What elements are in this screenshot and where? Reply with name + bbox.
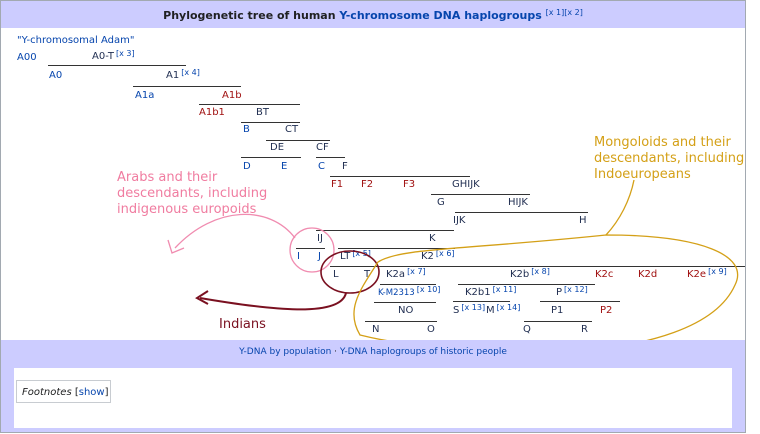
ref[interactable]: [x 11] bbox=[493, 285, 517, 294]
node-label[interactable]: G bbox=[437, 197, 445, 208]
node-label[interactable]: P bbox=[556, 287, 562, 298]
ref[interactable]: [x 4] bbox=[181, 68, 200, 77]
node-label[interactable]: T bbox=[363, 269, 371, 280]
ref[interactable]: [x 14] bbox=[497, 303, 521, 312]
bracket: ] bbox=[105, 387, 109, 398]
ref[interactable]: [x 3] bbox=[116, 49, 135, 58]
node-label[interactable]: D bbox=[243, 161, 251, 172]
annotation-line: descendants, including bbox=[594, 151, 744, 166]
node-label[interactable]: B bbox=[243, 124, 250, 135]
node-label[interactable]: LT bbox=[340, 251, 351, 262]
annotation-label: Indians bbox=[219, 317, 266, 332]
pink-arrow bbox=[174, 213, 296, 249]
footer-links: Y-DNA by population · Y-DNA haplogroups … bbox=[238, 347, 507, 357]
title: Phylogenetic tree of human Y-chromosome … bbox=[163, 8, 583, 22]
pink-circle bbox=[289, 227, 335, 273]
node-label[interactable]: L bbox=[333, 269, 339, 280]
ref[interactable]: [x 8] bbox=[531, 267, 550, 276]
node-label[interactable]: H bbox=[579, 215, 587, 226]
footer-link[interactable]: Y-DNA by population bbox=[238, 347, 331, 357]
node-label[interactable]: E bbox=[281, 161, 287, 172]
node-label[interactable]: A0 bbox=[49, 70, 62, 81]
gold-pointer bbox=[605, 179, 635, 236]
node-label[interactable]: S bbox=[453, 305, 459, 316]
node-label[interactable]: A00 bbox=[17, 52, 37, 63]
ref[interactable]: [x 7] bbox=[407, 267, 426, 276]
red-arrow bbox=[199, 292, 347, 311]
node-label[interactable]: C bbox=[318, 161, 325, 172]
node-label[interactable]: F2 bbox=[361, 179, 373, 190]
footnotes-area bbox=[14, 368, 732, 428]
tree-lines bbox=[48, 65, 745, 322]
node-label[interactable]: M bbox=[486, 305, 495, 316]
node-label[interactable]: K2 bbox=[421, 251, 434, 262]
node-label[interactable]: K2a bbox=[386, 269, 405, 280]
root-label[interactable]: "Y-chromosomal Adam" bbox=[17, 35, 134, 46]
show-toggle[interactable]: show bbox=[79, 387, 105, 398]
node-label[interactable]: IJK bbox=[453, 215, 466, 226]
pink-arrowhead bbox=[167, 239, 185, 254]
ref[interactable]: [x 12] bbox=[564, 285, 588, 294]
node-label[interactable]: IJ bbox=[317, 233, 323, 244]
separator: · bbox=[334, 347, 337, 357]
footnotes-box bbox=[16, 380, 111, 403]
annotation-line: Mongoloids and their bbox=[594, 135, 731, 150]
node-label[interactable]: A1b bbox=[222, 90, 242, 101]
node-label[interactable]: I bbox=[297, 251, 300, 262]
title-link[interactable]: Y-chromosome DNA haplogroups bbox=[338, 9, 542, 22]
node-label[interactable]: A0-T bbox=[92, 51, 115, 62]
node-label[interactable]: F bbox=[342, 161, 348, 172]
node-label[interactable]: A1 bbox=[166, 70, 179, 81]
node-label[interactable]: A1a bbox=[135, 90, 154, 101]
node-label[interactable]: K-M2313 bbox=[378, 288, 415, 298]
title-prefix: Phylogenetic tree of human bbox=[163, 9, 335, 22]
node-label[interactable]: K bbox=[429, 233, 436, 244]
node-label[interactable]: GHIJK bbox=[452, 179, 480, 190]
ref[interactable]: [x 1] bbox=[546, 8, 565, 17]
footnotes-label: Footnotes bbox=[22, 387, 72, 398]
node-label[interactable]: A1b1 bbox=[199, 107, 225, 118]
annotation-line: Indoeuropeans bbox=[594, 167, 691, 182]
node-label[interactable]: CT bbox=[285, 124, 299, 135]
annotation-line: Arabs and their bbox=[117, 170, 218, 185]
node-label[interactable]: K2d bbox=[638, 269, 657, 280]
red-arrowhead bbox=[195, 290, 209, 305]
node-label[interactable]: K2b bbox=[510, 269, 529, 280]
title-bar bbox=[1, 1, 745, 28]
node-label[interactable]: F3 bbox=[403, 179, 415, 190]
node-label[interactable]: CF bbox=[316, 142, 329, 153]
ref[interactable]: [x 2] bbox=[564, 8, 583, 17]
bracket: [ bbox=[75, 387, 79, 398]
footer-link[interactable]: Y-DNA haplogroups of historic people bbox=[339, 347, 507, 357]
node-label[interactable]: O bbox=[427, 324, 435, 335]
node-label[interactable]: Q bbox=[523, 324, 531, 335]
node-label[interactable]: K2c bbox=[595, 269, 613, 280]
ref[interactable]: [x 9] bbox=[708, 267, 727, 276]
node-label[interactable]: F1 bbox=[331, 179, 343, 190]
node-label[interactable]: P1 bbox=[551, 305, 563, 316]
ref[interactable]: [x 10] bbox=[417, 285, 441, 294]
node-label[interactable]: K2b1 bbox=[465, 287, 491, 298]
node-label[interactable]: HIJK bbox=[508, 197, 528, 208]
footnotes-row: Footnotes [show] bbox=[22, 387, 109, 398]
node-label[interactable]: J bbox=[317, 251, 321, 262]
node-label[interactable]: N bbox=[372, 324, 379, 335]
node-label[interactable]: NO bbox=[398, 305, 413, 316]
annotation-line: descendants, including bbox=[117, 186, 267, 201]
node-label[interactable]: R bbox=[581, 324, 588, 335]
node-label[interactable]: K2e bbox=[687, 269, 706, 280]
node-label[interactable]: DE bbox=[270, 142, 284, 153]
red-circle bbox=[320, 250, 380, 294]
ref[interactable]: [x 13] bbox=[461, 303, 485, 312]
annotation-line: indigenous europoids bbox=[117, 202, 257, 217]
node-label[interactable]: BT bbox=[256, 107, 270, 118]
ref[interactable]: [x 6] bbox=[436, 249, 455, 258]
node-label[interactable]: P2 bbox=[600, 305, 612, 316]
